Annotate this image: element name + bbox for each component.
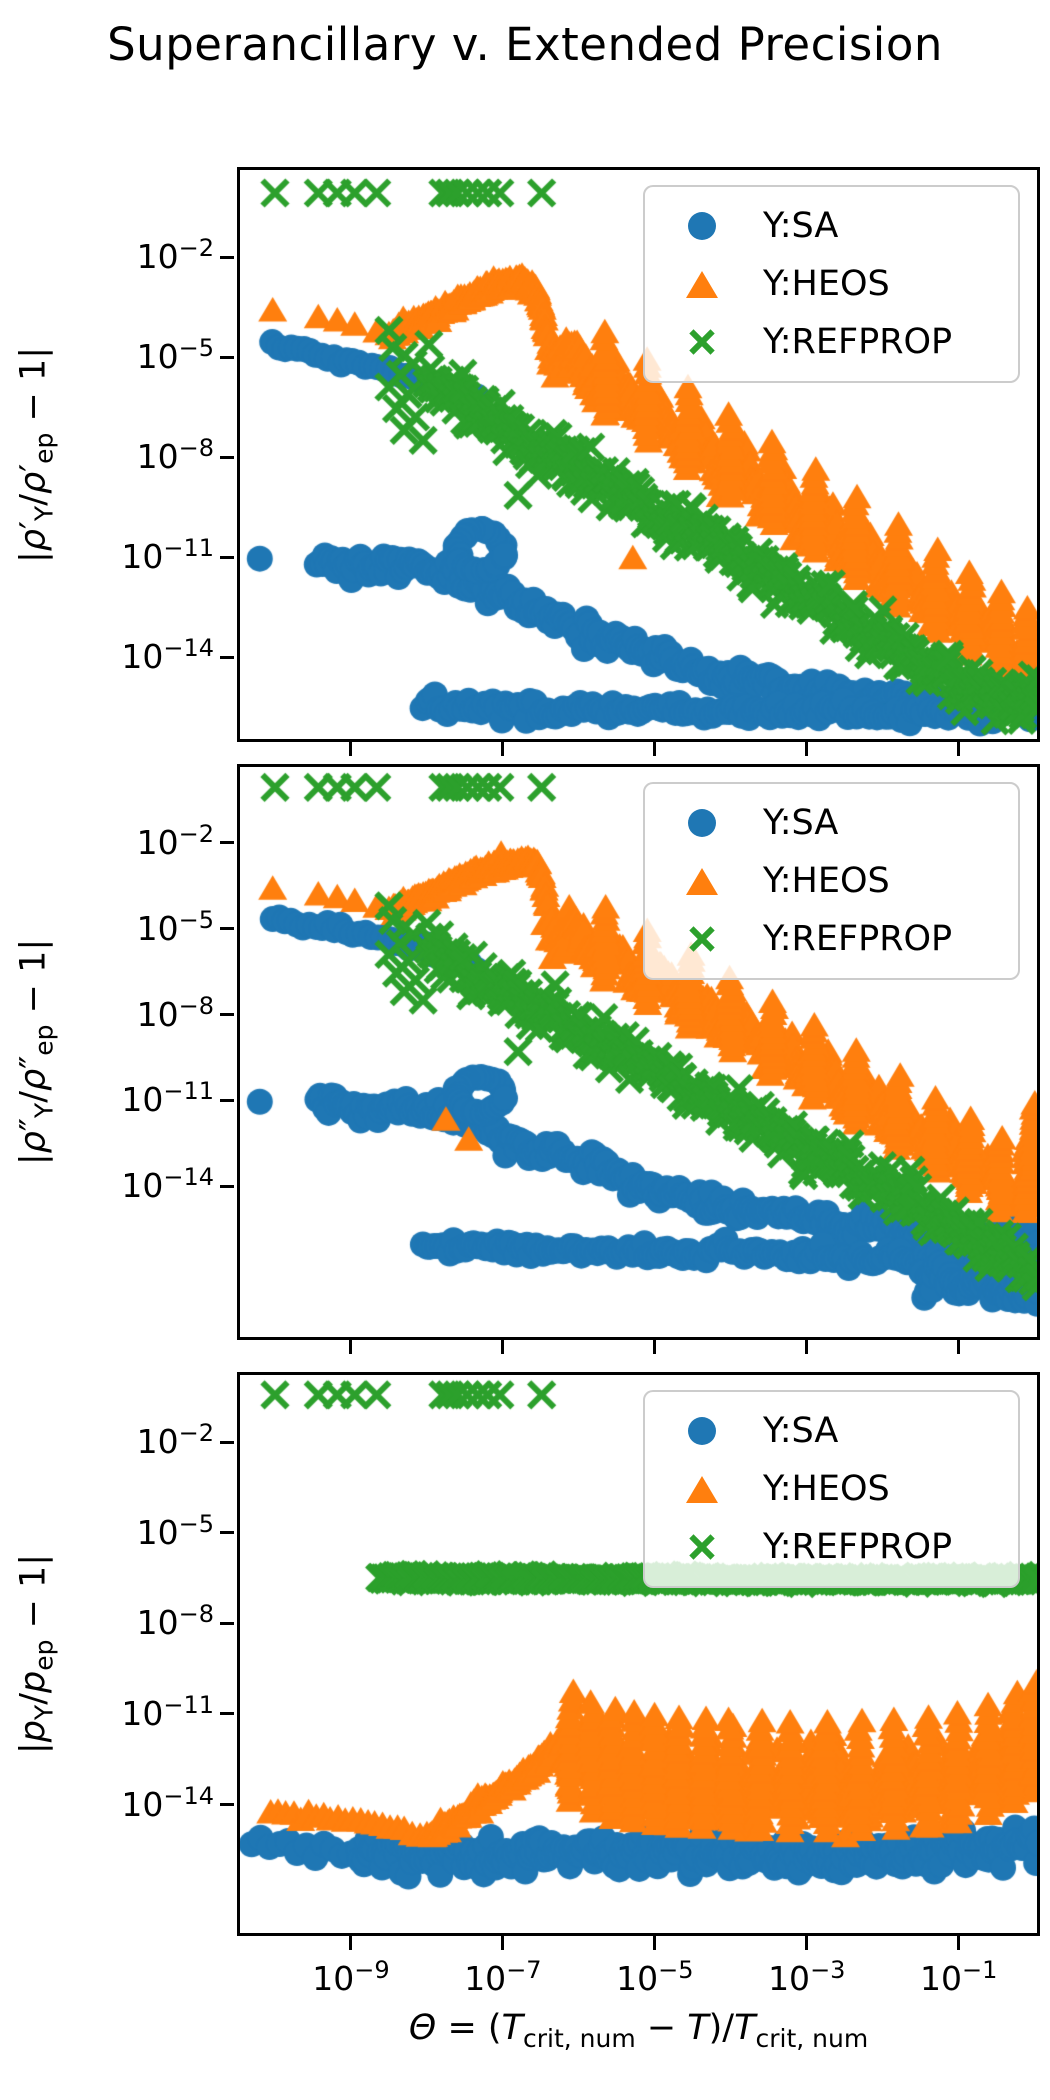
y-tick-label: 10−5	[136, 334, 214, 376]
x-tick-label: 10−1	[920, 1956, 998, 1998]
triangle-marker-icon	[685, 270, 719, 298]
subplot-rho-liquid: Y:SA Y:HEOS Y:REFPROP 10−2 10−5 10−8 10−11 10−…	[121, 167, 1040, 756]
legend-label: Y:HEOS	[763, 264, 890, 304]
triangle-marker-icon	[685, 867, 719, 895]
x-tick-mark	[805, 1936, 809, 1950]
x-tick-mark	[957, 1340, 961, 1354]
x-tick-mark	[653, 742, 657, 756]
subplot-rho-vapor: Y:SA Y:HEOS Y:REFPROP 10−2 10−5 10−8 10−11 10−…	[121, 764, 1040, 1354]
subplot-pressure: Y:SA Y:HEOS Y:REFPROP 10−2 10−5 10−8 10−11 10−…	[121, 1372, 1040, 1998]
y-tick-label: 10−8	[136, 991, 214, 1034]
x-tick-mark	[501, 1936, 505, 1950]
y-tick-mark	[220, 555, 234, 559]
legend-item-y-refprop: Y:REFPROP	[645, 313, 1018, 371]
legend: Y:SA Y:HEOS Y:REFPROP	[643, 782, 1020, 980]
y-tick-label: 10−11	[121, 1077, 214, 1120]
x-tick-mark	[349, 742, 353, 756]
y-axis-label-rho-liquid: |ρ′Y/ρ′ep − 1|	[13, 346, 59, 563]
y-tick-label: 10−5	[136, 1509, 214, 1552]
legend-label: Y:REFPROP	[763, 1527, 953, 1567]
y-tick-mark	[220, 1440, 234, 1444]
y-tick-mark	[220, 1098, 234, 1102]
legend: Y:SA Y:HEOS Y:REFPROP	[643, 1390, 1020, 1588]
y-axis-label-pressure: |pY/pep − 1|	[13, 1553, 59, 1755]
x-tick-label: 10−5	[616, 1956, 694, 1998]
legend: Y:SA Y:HEOS Y:REFPROP	[643, 185, 1020, 383]
figure-title: Superancillary v. Extended Precision	[107, 18, 943, 71]
y-tick-mark	[220, 355, 234, 359]
x-tick-label: 10−7	[464, 1956, 542, 1998]
legend-label: Y:SA	[763, 1411, 839, 1451]
y-tick-mark	[220, 1184, 234, 1188]
x-tick-label: 10−3	[768, 1956, 846, 1998]
x-tick-mark	[501, 742, 505, 756]
x-tick-mark	[653, 1340, 657, 1354]
circle-marker-icon	[685, 809, 719, 837]
y-tick-label: 10−14	[121, 1163, 214, 1206]
y-tick-label: 10−14	[121, 634, 214, 676]
x-tick-label: 10−9	[312, 1956, 390, 1998]
legend-label: Y:HEOS	[763, 861, 890, 901]
triangle-marker-icon	[685, 1475, 719, 1503]
x-marker-icon	[685, 1532, 719, 1562]
y-tick-label: 10−14	[121, 1781, 214, 1824]
y-tick-mark	[220, 1013, 234, 1017]
legend-item-y-sa: Y:SA	[645, 1402, 1018, 1460]
legend-item-y-heos: Y:HEOS	[645, 852, 1018, 910]
y-tick-mark	[220, 927, 234, 931]
y-tick-label: 10−11	[121, 534, 214, 576]
y-tick-mark	[220, 1712, 234, 1716]
legend-item-y-heos: Y:HEOS	[645, 255, 1018, 313]
y-tick-mark	[220, 255, 234, 259]
y-tick-mark	[220, 841, 234, 845]
x-marker-icon	[685, 327, 719, 357]
y-tick-label: 10−5	[136, 905, 214, 948]
legend-item-y-sa: Y:SA	[645, 794, 1018, 852]
y-tick-label: 10−2	[136, 1419, 214, 1462]
legend-item-y-refprop: Y:REFPROP	[645, 910, 1018, 968]
y-tick-mark	[220, 455, 234, 459]
x-tick-mark	[805, 742, 809, 756]
x-tick-mark	[957, 1936, 961, 1950]
legend-item-y-refprop: Y:REFPROP	[645, 1518, 1018, 1576]
x-tick-mark	[501, 1340, 505, 1354]
circle-marker-icon	[685, 1417, 719, 1445]
y-tick-mark	[220, 1531, 234, 1535]
x-tick-mark	[349, 1936, 353, 1950]
legend-item-y-sa: Y:SA	[645, 197, 1018, 255]
y-tick-mark	[220, 655, 234, 659]
legend-label: Y:SA	[763, 206, 839, 246]
legend-label: Y:HEOS	[763, 1469, 890, 1509]
legend-label: Y:REFPROP	[763, 919, 953, 959]
y-tick-label: 10−2	[136, 819, 214, 862]
x-tick-mark	[653, 1936, 657, 1950]
x-tick-mark	[805, 1340, 809, 1354]
y-tick-label: 10−2	[136, 234, 214, 276]
y-tick-label: 10−8	[136, 434, 214, 476]
y-axis-label-rho-vapor: |ρ″Y/ρ″ep − 1|	[13, 938, 59, 1166]
legend-label: Y:SA	[763, 803, 839, 843]
legend-label: Y:REFPROP	[763, 322, 953, 362]
y-tick-label: 10−8	[136, 1600, 214, 1643]
x-tick-mark	[957, 742, 961, 756]
x-tick-mark	[349, 1340, 353, 1354]
y-tick-mark	[220, 1803, 234, 1807]
y-tick-mark	[220, 1621, 234, 1625]
legend-item-y-heos: Y:HEOS	[645, 1460, 1018, 1518]
x-axis-label: Θ = (Tcrit, num − T)/Tcrit, num	[408, 2008, 869, 2053]
y-tick-label: 10−11	[121, 1690, 214, 1733]
circle-marker-icon	[685, 212, 719, 240]
x-marker-icon	[685, 924, 719, 954]
